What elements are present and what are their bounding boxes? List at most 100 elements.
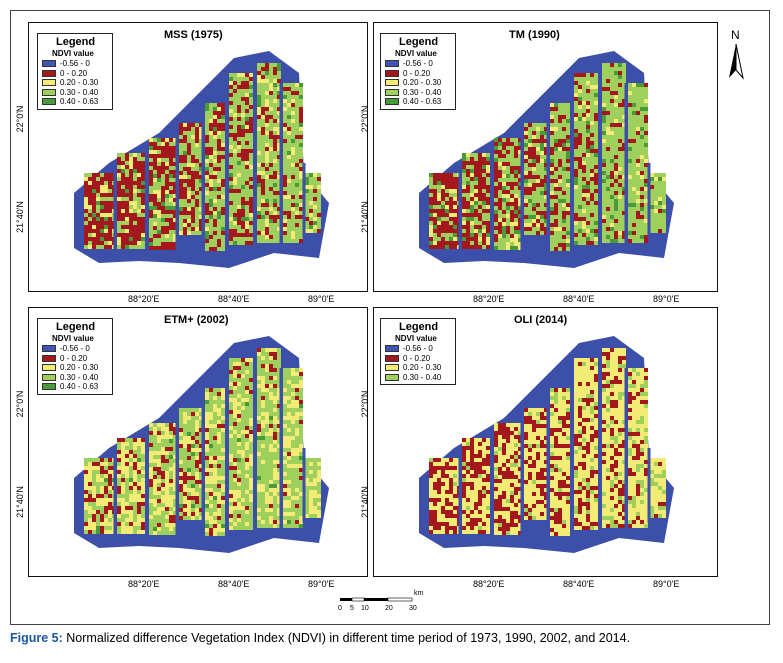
legend-swatch [385, 69, 399, 77]
legend-label: 0.20 - 0.30 [403, 78, 442, 88]
land-pixels [429, 348, 666, 536]
figure-caption: Figure 5: Normalized difference Vegetati… [10, 631, 630, 645]
legend-item: -0.56 - 0 [42, 344, 108, 354]
legend-swatch [42, 383, 56, 391]
legend-label: 0.20 - 0.30 [60, 363, 99, 373]
longitude-label: 88°20'E [473, 579, 505, 589]
legend-swatch [42, 345, 56, 353]
legend-item: 0.20 - 0.30 [385, 78, 451, 88]
legend-item: 0.30 - 0.40 [42, 373, 108, 383]
legend-swatch [42, 60, 56, 68]
legend-swatch [385, 79, 399, 87]
legend-item: -0.56 - 0 [42, 59, 108, 69]
legend-label: 0.20 - 0.30 [60, 78, 99, 88]
land-pixels [84, 348, 321, 536]
latitude-label: 22°0'N [15, 105, 25, 133]
legend-item: 0 - 0.20 [42, 354, 108, 364]
scale-bar: 0 5 10 20 30 km [332, 590, 472, 618]
scale-tick-20: 20 [385, 605, 393, 612]
scale-tick-0: 0 [338, 605, 342, 612]
legend-swatch [385, 60, 399, 68]
legend-item: 0.40 - 0.63 [42, 382, 108, 392]
legend-label: -0.56 - 0 [403, 59, 433, 69]
legend-item: 0 - 0.20 [385, 69, 451, 79]
legend-subtitle: NDVI value [52, 49, 94, 58]
latitude-label: 22°0'N [360, 105, 370, 133]
legend-item: 0 - 0.20 [385, 354, 451, 364]
legend-label: 0 - 0.20 [60, 68, 88, 78]
north-arrow-icon [729, 43, 744, 80]
legend-swatch [42, 69, 56, 77]
panel-title: ETM+ (2002) [164, 314, 229, 326]
legend-item: 0.40 - 0.63 [385, 97, 451, 107]
longitude-label: 89°0'E [308, 579, 335, 589]
latitude-label: 21°40'N [15, 201, 25, 233]
legend-item: -0.56 - 0 [385, 344, 451, 354]
legend-subtitle: NDVI value [52, 334, 94, 343]
north-label: N [731, 28, 740, 42]
legend-item: -0.56 - 0 [385, 59, 451, 69]
legend-subtitle: NDVI value [395, 334, 437, 343]
legend-swatch [385, 98, 399, 106]
legend-swatch [42, 79, 56, 87]
ndvi-map [419, 51, 674, 268]
longitude-label: 88°40'E [218, 579, 250, 589]
legend-label: 0 - 0.20 [403, 353, 431, 363]
legend-swatch [385, 354, 399, 362]
panel-title: TM (1990) [509, 29, 560, 41]
legend-label: 0.20 - 0.30 [403, 363, 442, 373]
legend-title: Legend [56, 36, 96, 48]
latitude-label: 21°40'N [15, 486, 25, 518]
ndvi-map [419, 336, 674, 553]
caption-text: Normalized difference Vegetation Index (… [62, 631, 631, 645]
scale-unit: km [414, 590, 424, 597]
longitude-label: 88°40'E [218, 294, 250, 304]
legend-label: 0.40 - 0.63 [403, 97, 442, 107]
longitude-label: 88°20'E [128, 579, 160, 589]
longitude-label: 88°40'E [563, 579, 595, 589]
panel-title: OLI (2014) [514, 314, 568, 326]
scale-tick-30: 30 [409, 605, 417, 612]
north-arrow: N [717, 28, 757, 88]
legend-swatch [42, 88, 56, 96]
ndvi-map [74, 336, 329, 553]
longitude-label: 88°20'E [128, 294, 160, 304]
ndvi-map [74, 51, 329, 268]
legend-label: 0.40 - 0.63 [60, 382, 99, 392]
latitude-label: 21°40'N [360, 486, 370, 518]
legend-item: 0.20 - 0.30 [385, 363, 451, 373]
longitude-label: 88°20'E [473, 294, 505, 304]
legend-swatch [42, 98, 56, 106]
legend-label: 0.30 - 0.40 [60, 87, 99, 97]
legend-swatch [385, 364, 399, 372]
legend-label: 0.30 - 0.40 [403, 372, 442, 382]
latitude-label: 22°0'N [15, 390, 25, 418]
legend-title: Legend [56, 321, 96, 333]
legend-item: 0.40 - 0.63 [42, 97, 108, 107]
longitude-label: 89°0'E [653, 294, 680, 304]
legend-label: -0.56 - 0 [60, 344, 90, 354]
legend-swatch [42, 373, 56, 381]
legend-swatch [385, 88, 399, 96]
legend-title: Legend [399, 36, 439, 48]
longitude-label: 89°0'E [653, 579, 680, 589]
panel-title: MSS (1975) [164, 29, 223, 41]
scale-tick-10: 10 [361, 605, 369, 612]
longitude-label: 88°40'E [563, 294, 595, 304]
legend-label: 0 - 0.20 [60, 353, 88, 363]
legend-swatch [42, 364, 56, 372]
legend-item: 0.30 - 0.40 [385, 88, 451, 98]
legend-label: -0.56 - 0 [60, 59, 90, 69]
legend-subtitle: NDVI value [395, 49, 437, 58]
legend-item: 0 - 0.20 [42, 69, 108, 79]
caption-label: Figure 5: [10, 631, 63, 645]
legend-swatch [385, 373, 399, 381]
